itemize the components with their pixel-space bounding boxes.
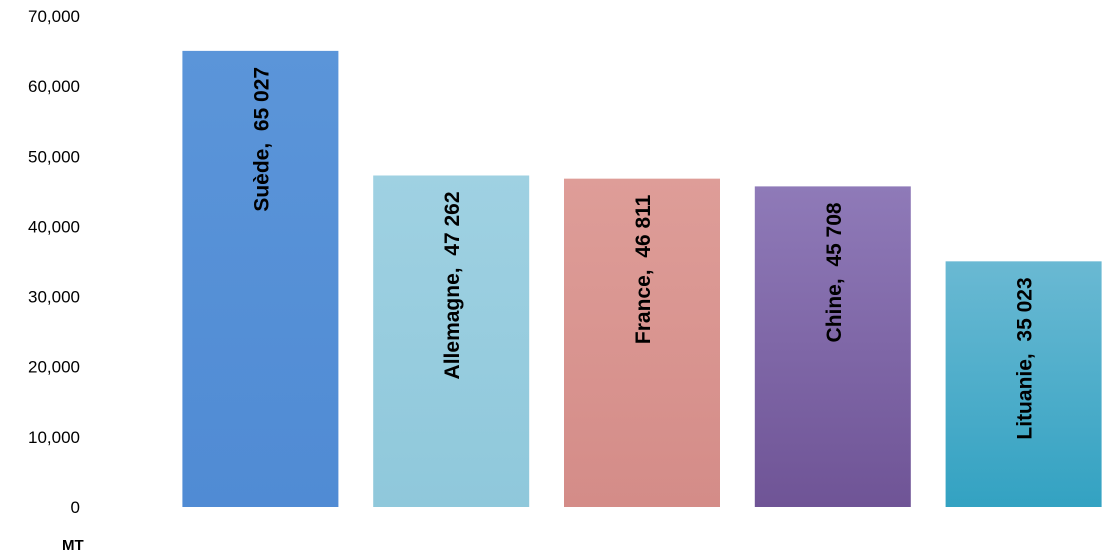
y-tick-label: 40,000: [28, 217, 80, 236]
bar-data-labels: Suède, 65 027 Allemagne, 47 262 France, 46…: [250, 67, 1036, 440]
y-tick-label: 20,000: [28, 358, 80, 377]
bars: [182, 50, 1102, 507]
bar-lituanie: [945, 261, 1102, 507]
bar-suède: [182, 50, 339, 507]
bar-data-label: France, 46 811: [632, 194, 655, 344]
bar-data-label: Chine, 45 708: [823, 202, 846, 342]
y-axis-unit-label: MT: [62, 537, 84, 554]
bar-data-label: Suède, 65 027: [250, 67, 273, 212]
bar-france: [564, 178, 720, 507]
y-tick-label: 30,000: [28, 288, 80, 307]
bar-data-label: Lituanie, 35 023: [1014, 277, 1037, 439]
bar-allemagne: [373, 175, 530, 507]
y-tick-label: 10,000: [28, 428, 80, 447]
y-axis-tick-labels: 0 10,000 20,000 30,000 40,000 50,000 60,000 70,…: [28, 7, 80, 517]
y-tick-label: 0: [71, 498, 80, 517]
bar-data-label: Allemagne, 47 262: [441, 191, 464, 379]
bar-chine: [754, 186, 911, 507]
y-tick-label: 70,000: [28, 7, 80, 26]
y-tick-label: 50,000: [28, 147, 80, 166]
y-tick-label: 60,000: [28, 77, 80, 96]
